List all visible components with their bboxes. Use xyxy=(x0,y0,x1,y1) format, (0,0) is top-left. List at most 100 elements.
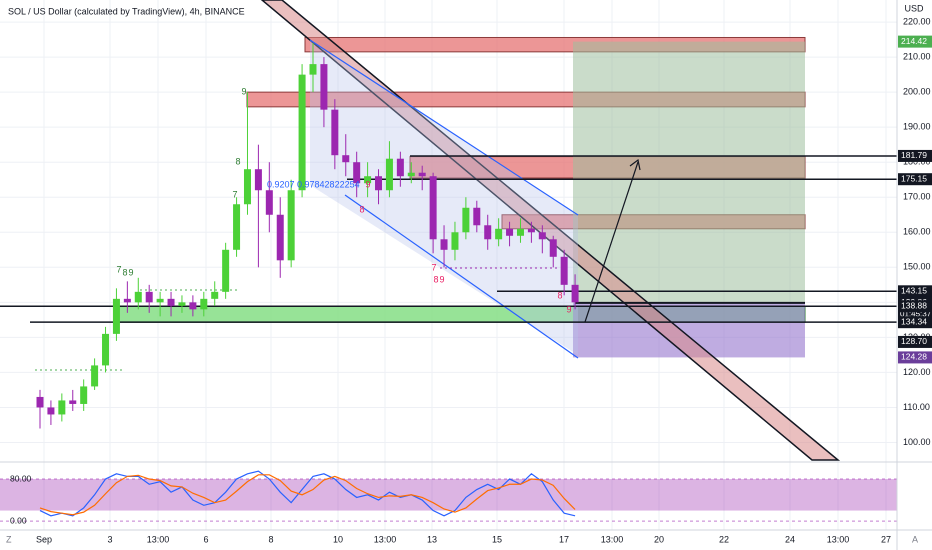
x-tick-label: 15 xyxy=(492,534,502,544)
candle-body xyxy=(451,232,459,250)
candle-body xyxy=(58,400,66,415)
td-label: 7 xyxy=(116,264,121,274)
channel-line xyxy=(309,39,579,216)
x-tick-label: 6 xyxy=(203,534,208,544)
x-tick-label: 13:00 xyxy=(147,534,170,544)
td-label: 9 xyxy=(566,304,571,314)
countdown-bg xyxy=(898,308,932,320)
x-tick-label: 24 xyxy=(785,534,795,544)
axis: Sep 3 13:00 6 8 10 13:00 13 15 17 13:00 20 22 24 13:00… xyxy=(10,16,932,544)
candle-body xyxy=(36,396,44,408)
candle-body xyxy=(112,298,120,334)
candle-body xyxy=(560,256,568,285)
currency: USD xyxy=(904,3,924,13)
x-tick-label: 3 xyxy=(107,534,112,544)
y-tick-label: 160.00 xyxy=(903,227,931,237)
osc-tick-label: 0.00 xyxy=(10,515,27,525)
price-label-bg xyxy=(898,300,932,313)
x-tick-label: 13:00 xyxy=(827,534,850,544)
price-label-bg xyxy=(898,316,932,329)
td-label: 9 xyxy=(439,274,444,284)
x-tick-label: 8 xyxy=(268,534,273,544)
price-label-bg xyxy=(898,35,932,48)
td-label: 9 xyxy=(365,179,370,189)
candle-body xyxy=(91,365,99,387)
y-tick-label: 110.00 xyxy=(903,402,930,412)
candle-body xyxy=(342,155,350,163)
candle-body xyxy=(222,249,230,292)
channel-line xyxy=(344,194,579,359)
x-tick-label: 22 xyxy=(719,534,729,544)
candle-body xyxy=(254,169,262,191)
candle-body xyxy=(200,298,208,310)
osc-line xyxy=(39,474,576,516)
candle-body xyxy=(396,158,404,177)
y-tick-label: 170.00 xyxy=(903,192,931,202)
candle-body xyxy=(440,239,448,250)
price-label: 134.34 xyxy=(901,316,927,326)
candle-body xyxy=(473,207,481,226)
td-label: 8 xyxy=(433,274,438,284)
candle-body xyxy=(189,302,197,310)
candle-body xyxy=(134,291,142,303)
candle-body xyxy=(462,207,470,233)
x-tick-label: 17 xyxy=(559,534,569,544)
price-label-bg xyxy=(898,335,932,348)
x-tick-label: 27 xyxy=(881,534,891,544)
td-label: 8 xyxy=(235,156,240,166)
td-label: 8 xyxy=(557,290,562,300)
y-tick-label: 100.00 xyxy=(903,437,931,447)
candle-body xyxy=(353,162,361,184)
candle-body xyxy=(243,169,251,205)
blue-channel-fill xyxy=(310,40,578,355)
candle-body xyxy=(287,190,295,261)
chart-title: SOL / US Dollar (calculated by TradingVi… xyxy=(8,6,245,16)
price-label: 128.70 xyxy=(901,336,927,346)
candle-body xyxy=(484,225,492,240)
projection-arrow xyxy=(584,161,639,323)
td-label: 9 xyxy=(128,267,133,277)
candle-body xyxy=(276,214,284,261)
candle-body xyxy=(549,239,557,257)
price-label: 138.88 xyxy=(901,301,927,311)
target-box xyxy=(573,41,805,303)
x-tick-label: 13:00 xyxy=(601,534,624,544)
candle-body xyxy=(320,64,328,110)
x-tick-label: 13:00 xyxy=(374,534,397,544)
td-label: 9 xyxy=(241,86,246,96)
candle-body xyxy=(47,407,55,415)
candle-body xyxy=(69,400,77,404)
countdown: 01:45:37 xyxy=(900,309,932,318)
candle-body xyxy=(178,302,186,306)
price-label-bg xyxy=(898,285,932,298)
candle-body xyxy=(211,291,219,299)
candle-body xyxy=(538,232,546,240)
candle-body xyxy=(375,176,383,191)
y-tick-label: 220.00 xyxy=(903,16,931,26)
td-label: 7 xyxy=(232,189,237,199)
td-label: 7 xyxy=(431,262,436,272)
candle-body xyxy=(418,172,426,177)
y-tick-label: 210.00 xyxy=(903,51,931,61)
candle-body xyxy=(309,64,317,75)
y-tick-label: 190.00 xyxy=(903,122,931,132)
price-label: 181.79 xyxy=(901,150,927,160)
candle-body xyxy=(80,386,88,404)
candle-body xyxy=(167,298,175,306)
corner-label: Z xyxy=(6,534,12,544)
x-tick-label: 13 xyxy=(427,534,437,544)
arrow-head xyxy=(629,158,641,171)
candle-body xyxy=(156,298,164,303)
y-tick-label: 200.00 xyxy=(903,87,931,97)
candle-body xyxy=(331,109,339,156)
candle-body xyxy=(506,228,514,236)
candle-body xyxy=(407,172,415,177)
price-label: 124.28 xyxy=(901,352,927,362)
candle-body xyxy=(145,291,153,303)
price-label-bg xyxy=(898,173,932,186)
price-label: 143.15 xyxy=(901,286,927,296)
x-tick-label: 20 xyxy=(654,534,664,544)
osc-band xyxy=(0,479,897,511)
x-tick-label: Sep xyxy=(36,534,52,544)
